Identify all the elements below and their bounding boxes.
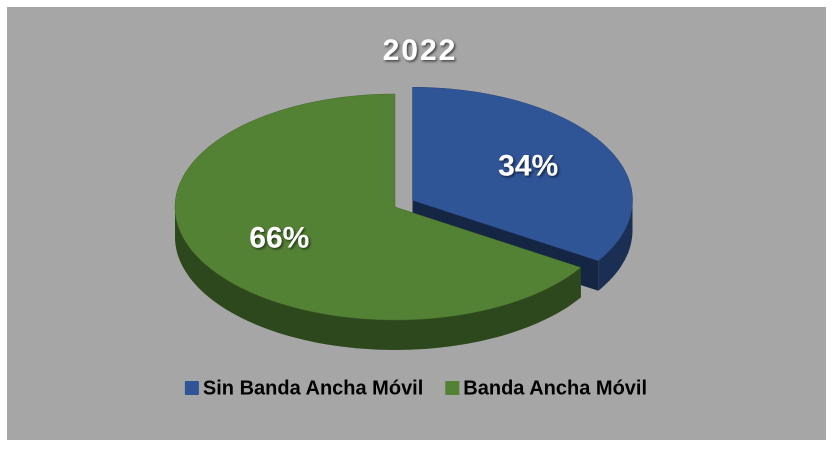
slice-top <box>412 87 633 262</box>
chart-title: 2022 <box>383 34 458 67</box>
legend-swatch <box>184 381 199 395</box>
slice-side <box>598 200 633 291</box>
legend-label: Banda Ancha Móvil <box>463 377 647 399</box>
data-label: 34% <box>498 150 558 183</box>
legend-item: Sin Banda Ancha Móvil <box>184 377 423 399</box>
legend-item: Banda Ancha Móvil <box>445 377 647 399</box>
slice <box>174 93 582 350</box>
data-label: 66% <box>249 222 309 255</box>
slice-top <box>174 93 582 321</box>
slice-side <box>175 207 581 350</box>
legend-swatch <box>445 381 460 395</box>
legend-label: Sin Banda Ancha Móvil <box>203 377 423 399</box>
